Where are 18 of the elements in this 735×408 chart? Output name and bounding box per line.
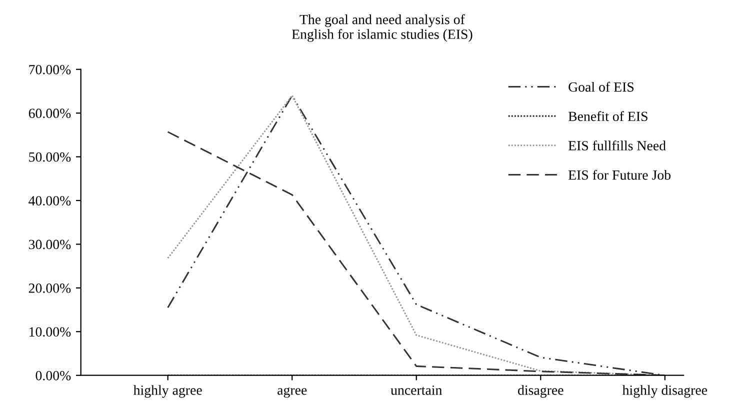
y-tick-label: 20.00% [28,284,71,293]
y-tick-label: 40.00% [28,196,71,206]
x-tick-label: highly disagree [622,385,708,398]
x-tick-label: disagree [518,385,564,398]
y-tick-label: 70.00% [29,64,71,74]
legend-label: Goal of EIS [568,82,634,92]
y-tick-label: 10.00% [30,327,71,337]
legend-label: EIS for Future Job [568,170,671,180]
legend-label: Benefit of EIS [568,111,648,122]
y-tick-label: 50.00% [29,152,71,162]
legend-label: EIS fullfills Need [568,140,666,150]
chart-title: The goal and need analysis of English for islamic studies (EIS) [292,14,472,42]
x-tick-label: highly agree [133,385,202,398]
y-tick-label: 60.00% [28,108,71,118]
x-tick-label: uncertain [390,386,442,395]
x-tick-label: agree [278,388,307,398]
y-tick-label: 0.00% [36,370,71,380]
y-tick-label: 30.00% [28,240,71,250]
